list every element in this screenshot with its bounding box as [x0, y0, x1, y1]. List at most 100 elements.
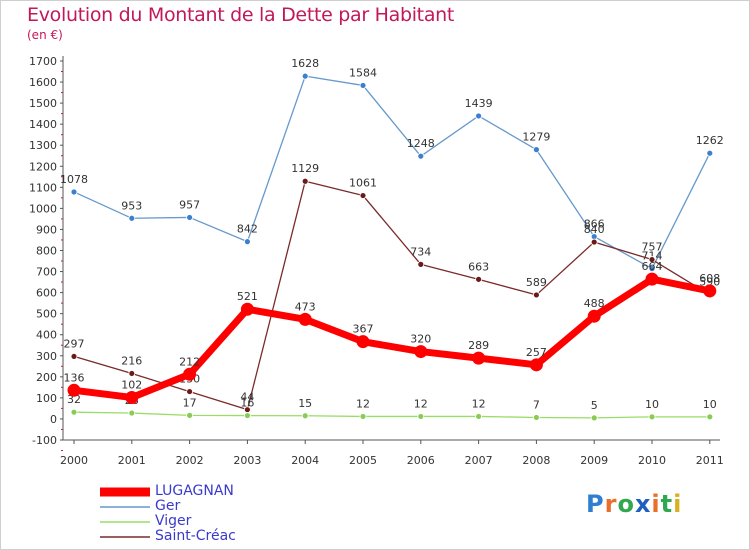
data-label-saint-cr-ac: 216 — [121, 354, 142, 367]
data-point-ger — [70, 188, 78, 196]
data-point-ger — [533, 146, 540, 154]
data-label-saint-cr-ac: 1129 — [291, 162, 319, 175]
data-label-viger: 10 — [645, 398, 659, 411]
series-line-ger — [73, 75, 711, 270]
data-label-saint-cr-ac: 840 — [584, 223, 605, 236]
data-point-saint-cr-ac — [70, 353, 78, 360]
data-label-viger: 10 — [703, 398, 717, 411]
data-point-viger — [475, 413, 483, 420]
y-tick-label: 1300 — [29, 139, 57, 152]
data-label-ger: 1439 — [465, 97, 493, 110]
legend-label-saint-creac: Saint-Créac — [155, 528, 236, 544]
data-point-viger — [590, 414, 598, 422]
y-tick-label: 1600 — [29, 76, 57, 89]
y-tick-label: 100 — [36, 392, 57, 405]
data-label-saint-cr-ac: 734 — [410, 245, 431, 258]
data-label-saint-cr-ac: 757 — [642, 241, 663, 254]
proxiti-logo: Proxiti — [586, 490, 682, 518]
data-point-lugagnan — [529, 358, 543, 372]
y-tick-label: 1000 — [29, 202, 57, 215]
data-point-lugagnan — [587, 309, 601, 323]
data-point-lugagnan — [240, 302, 254, 316]
data-point-lugagnan — [472, 351, 486, 365]
x-tick-label: 2001 — [118, 454, 146, 467]
data-point-ger — [706, 149, 714, 157]
y-tick-label: 600 — [36, 287, 57, 300]
data-label-lugagnan: 102 — [121, 378, 142, 391]
data-point-saint-cr-ac — [301, 177, 309, 185]
data-point-viger — [359, 413, 367, 420]
data-point-viger — [70, 408, 78, 416]
data-point-viger — [301, 412, 309, 420]
x-tick-label: 2010 — [638, 454, 666, 467]
data-label-ger: 1279 — [522, 131, 550, 144]
data-label-lugagnan: 488 — [584, 297, 605, 310]
data-label-saint-cr-ac: 590 — [699, 276, 720, 289]
y-tick-label: 500 — [36, 308, 57, 321]
data-point-lugagnan — [414, 345, 428, 359]
data-label-lugagnan: 664 — [642, 260, 663, 273]
data-point-viger — [186, 411, 194, 419]
y-tick-label: 1200 — [29, 160, 57, 173]
x-tick-label: 2008 — [522, 454, 550, 467]
series-line-lugagnan — [73, 275, 711, 401]
y-tick-label: -100 — [32, 434, 57, 447]
y-tick-label: 1400 — [29, 118, 57, 131]
data-point-viger — [533, 414, 540, 421]
data-point-lugagnan — [125, 390, 139, 404]
data-point-ger — [648, 265, 656, 273]
y-tick-label: 400 — [36, 329, 57, 342]
legend-label-ger: Ger — [155, 498, 181, 514]
line-chart: -100 0 100 200 300 400 500 600 700 800 900 1000 1100… — [29, 55, 724, 467]
logo-letter: i — [651, 490, 661, 518]
data-point-ger — [186, 214, 194, 221]
data-label-viger: 17 — [183, 396, 197, 409]
data-point-viger — [706, 413, 714, 421]
data-label-ger: 1248 — [407, 137, 435, 150]
data-point-saint-cr-ac — [417, 260, 425, 268]
data-point-saint-cr-ac — [128, 370, 136, 377]
x-tick-label: 2003 — [233, 454, 261, 467]
x-tick-label: 2009 — [580, 454, 608, 467]
data-point-saint-cr-ac — [359, 192, 367, 199]
data-point-lugagnan — [183, 367, 197, 381]
y-tick-label: 800 — [36, 245, 57, 258]
y-tick-label: 200 — [36, 371, 57, 384]
legend-swatch-ger — [100, 506, 150, 508]
data-point-lugagnan — [298, 312, 312, 326]
data-label-ger: 957 — [179, 198, 200, 211]
y-tick-label: 700 — [36, 266, 57, 279]
data-label-ger: 1628 — [291, 57, 319, 70]
data-label-viger: 5 — [591, 399, 598, 412]
x-tick-label: 2002 — [176, 454, 204, 467]
legend-swatch-viger — [100, 521, 150, 523]
logo-letter: t — [660, 490, 674, 518]
data-point-ger — [301, 72, 309, 80]
logo-letter: o — [617, 490, 635, 518]
data-label-lugagnan: 367 — [353, 323, 374, 336]
x-tick-label: 2011 — [696, 454, 724, 467]
data-point-ger — [475, 112, 483, 120]
legend-label-lugagnan: LUGAGNAN — [155, 483, 234, 499]
y-tick-label: 1100 — [29, 181, 57, 194]
data-label-ger: 714 — [642, 250, 663, 263]
data-label-viger: 15 — [298, 397, 312, 410]
data-label-viger: 12 — [414, 397, 428, 410]
data-point-viger — [243, 412, 251, 419]
chart-title: Evolution du Montant de la Dette par Hab… — [27, 4, 455, 26]
logo-letter: r — [604, 490, 618, 518]
data-label-lugagnan: 212 — [179, 355, 200, 368]
data-label-lugagnan: 608 — [699, 272, 720, 285]
data-point-saint-cr-ac — [186, 388, 194, 395]
y-tick-label: 0 — [50, 413, 57, 426]
data-label-lugagnan: 320 — [410, 333, 431, 346]
y-tick-label: 900 — [36, 223, 57, 236]
data-label-saint-cr-ac: 663 — [468, 260, 489, 273]
data-point-ger — [243, 238, 251, 246]
data-label-lugagnan: 257 — [526, 346, 547, 359]
data-point-viger — [648, 413, 656, 421]
x-tick-label: 2007 — [465, 454, 493, 467]
y-tick-label: 300 — [36, 350, 57, 363]
x-tick-label: 2000 — [60, 454, 88, 467]
